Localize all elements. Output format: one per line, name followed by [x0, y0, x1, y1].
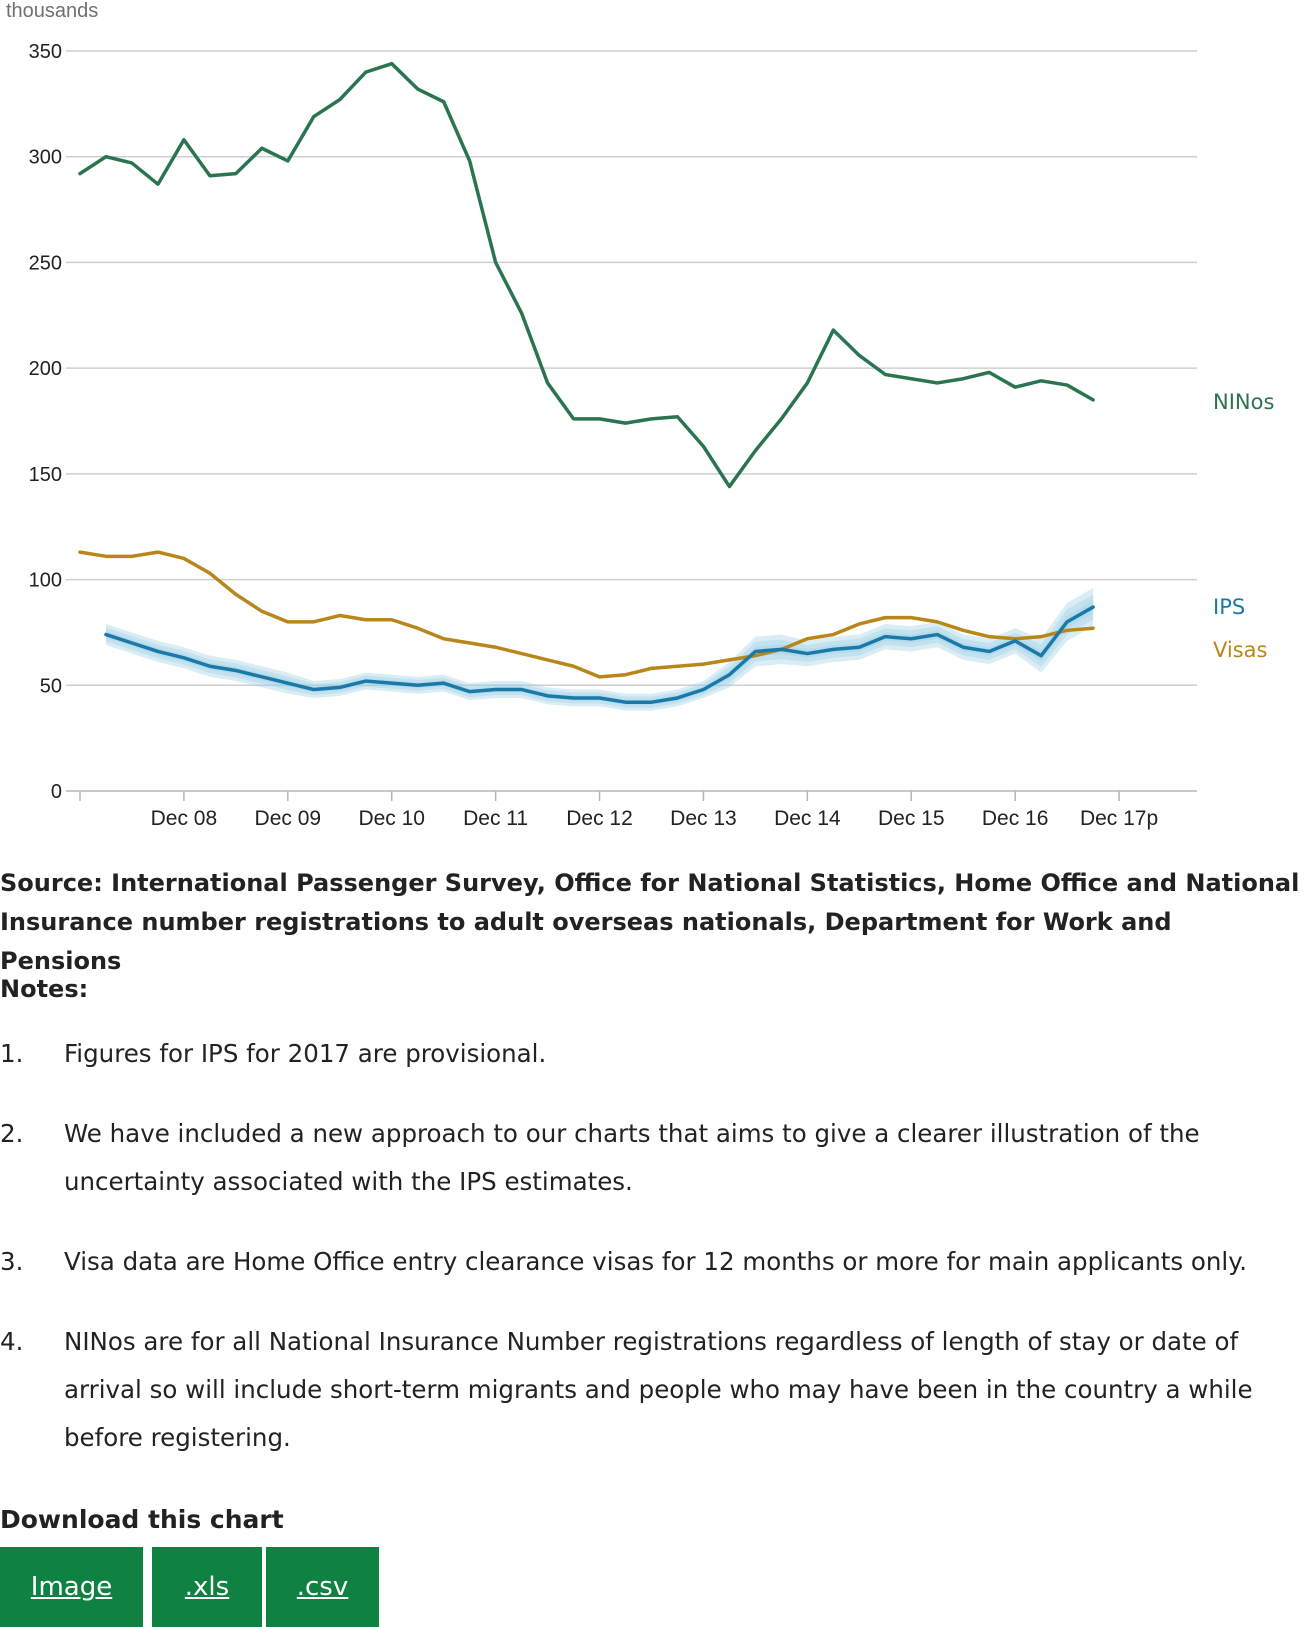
note-number: 3. — [0, 1247, 24, 1276]
note-item: 2. We have included a new approach to our… — [0, 1110, 1316, 1206]
ips-uncertainty-band-layer — [105, 594, 1094, 708]
x-tick-label: Dec 10 — [358, 807, 425, 830]
y-axis-unit-label: thousands — [6, 0, 98, 22]
x-tick-label: Dec 14 — [774, 807, 841, 830]
note-number: 2. — [0, 1119, 24, 1148]
x-tick-label: Dec 09 — [255, 807, 322, 830]
x-tick-label: Dec 13 — [670, 807, 737, 830]
note-item: 3. Visa data are Home Office entry cleara… — [0, 1238, 1316, 1286]
download-title: Download this chart — [0, 1505, 284, 1534]
note-text: We have included a new approach to our c… — [64, 1119, 1200, 1196]
ips-uncertainty-band-layer — [105, 588, 1094, 711]
x-tick-label: Dec 16 — [982, 807, 1049, 830]
y-tick-label: 100 — [29, 570, 62, 592]
gridlines — [66, 50, 1197, 687]
note-item: 4. NINos are for all National Insurance N… — [0, 1318, 1316, 1462]
y-axis: 0 50 100 150 200 250 300 350 — [29, 41, 62, 803]
ips-uncertainty-band-layer — [105, 600, 1094, 705]
ips-uncertainty-band — [105, 588, 1094, 711]
note-text: Figures for IPS for 2017 are provisional… — [64, 1039, 547, 1068]
series-labels: NINos IPS Visas — [1213, 390, 1274, 662]
chart-source: Source: International Passenger Survey, … — [0, 869, 1300, 975]
note-number: 1. — [0, 1039, 24, 1068]
notes-title: Notes: — [0, 975, 89, 1003]
download-csv-button[interactable]: .csv — [266, 1547, 379, 1627]
series-lines — [78, 61, 1095, 704]
x-tick-label: Dec 11 — [463, 807, 528, 830]
series-line-ips — [104, 605, 1095, 704]
y-tick-label: 200 — [29, 358, 62, 380]
y-tick-label: 0 — [51, 781, 62, 803]
download-xls-button[interactable]: .xls — [152, 1547, 262, 1627]
notes-list: 1. Figures for IPS for 2017 are provision… — [0, 1030, 1316, 1494]
x-tick-label: Dec 08 — [151, 807, 218, 830]
series-label-ninos: NINos — [1213, 390, 1274, 414]
series-line-ninos — [78, 61, 1095, 489]
series-line-visas — [78, 550, 1095, 679]
x-tick-label: Dec 15 — [878, 807, 945, 830]
download-image-button[interactable]: Image — [0, 1547, 143, 1627]
series-label-visas: Visas — [1213, 638, 1268, 662]
note-text: Visa data are Home Office entry clearanc… — [64, 1247, 1248, 1276]
series-label-ips: IPS — [1213, 595, 1245, 619]
x-tick-label: Dec 17p — [1080, 807, 1158, 830]
note-number: 4. — [0, 1327, 24, 1356]
note-text: NINos are for all National Insurance Num… — [64, 1327, 1253, 1452]
x-tick-label: Dec 12 — [566, 807, 633, 830]
y-tick-label: 250 — [29, 252, 62, 274]
y-tick-label: 300 — [29, 147, 62, 169]
y-tick-label: 150 — [29, 464, 62, 486]
y-tick-label: 50 — [40, 675, 62, 697]
x-axis: Dec 08 Dec 09 Dec 10 Dec 11 Dec 12 Dec 13 Dec … — [66, 790, 1197, 830]
note-item: 1. Figures for IPS for 2017 are provision… — [0, 1030, 1316, 1078]
y-tick-label: 350 — [29, 41, 62, 63]
